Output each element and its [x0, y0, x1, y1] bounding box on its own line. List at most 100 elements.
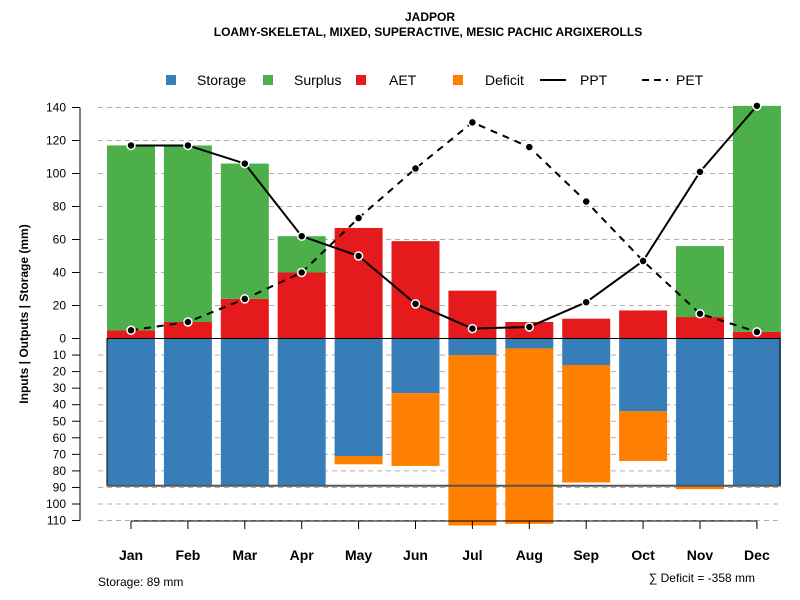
bar-storage	[732, 338, 781, 486]
ppt-point	[524, 322, 535, 332]
bar-storage	[619, 338, 668, 412]
x-tick-label: Feb	[175, 547, 200, 563]
bar-deficit	[448, 355, 497, 526]
y-tick-label: 20	[53, 365, 67, 379]
x-tick-label: Jan	[119, 547, 143, 563]
y-tick-label: 80	[53, 200, 67, 214]
bar-surplus	[676, 246, 724, 318]
x-tick-label: Dec	[744, 547, 770, 563]
pet-point	[296, 267, 307, 278]
bar-surplus	[732, 105, 781, 332]
legend-swatch-surplus	[263, 75, 273, 85]
pet-point	[183, 317, 193, 327]
chart-title: JADPOR	[405, 10, 455, 24]
bar-deficit	[391, 393, 440, 466]
bar-storage	[448, 338, 497, 356]
chart-subtitle: LOAMY-SKELETAL, MIXED, SUPERACTIVE, MESI…	[214, 25, 642, 39]
x-tick-label: Apr	[290, 547, 315, 563]
ppt-point	[353, 251, 364, 261]
legend-label-storage: Storage	[197, 72, 246, 88]
legend-label-aet: AET	[389, 72, 417, 88]
x-tick-label: May	[345, 547, 372, 563]
ppt-point	[695, 167, 705, 177]
bar-surplus	[220, 163, 269, 299]
bar-storage	[277, 338, 326, 486]
pet-line	[130, 121, 758, 333]
y-tick-label: 60	[53, 233, 67, 247]
bar-deficit	[619, 411, 668, 461]
x-tick-label: Sep	[573, 547, 599, 563]
y-tick-label: 30	[53, 381, 67, 395]
bar-aet	[163, 322, 212, 339]
legend-label-surplus: Surplus	[294, 72, 341, 88]
bar-surplus	[107, 145, 155, 331]
bar-storage	[391, 338, 440, 394]
ppt-point	[410, 299, 421, 309]
ppt-point	[240, 158, 250, 169]
y-tick-label: 20	[53, 299, 67, 313]
ppt-point	[296, 231, 307, 241]
y-tick-label: 50	[53, 414, 67, 428]
bar-aet	[277, 272, 326, 339]
bars	[107, 105, 781, 526]
y-tick-label: 140	[46, 101, 66, 115]
bar-aet	[220, 298, 269, 339]
ppt-point	[581, 297, 591, 307]
x-tick-label: Oct	[631, 547, 655, 563]
ppt-point	[126, 140, 136, 151]
y-tick-label: 100	[46, 497, 66, 511]
bar-deficit	[505, 348, 554, 524]
pet-point	[126, 325, 136, 335]
bar-storage	[676, 338, 724, 486]
bar-deficit	[334, 456, 383, 465]
ppt-point	[752, 101, 762, 111]
y-tick-label: 100	[46, 167, 66, 181]
y-tick-label: 90	[53, 480, 67, 494]
y-tick-label: 110	[47, 514, 66, 528]
x-tick-label: Jul	[462, 547, 482, 563]
pet-point	[240, 294, 250, 304]
y-tick-label: 40	[53, 398, 67, 412]
legend-swatch-aet	[356, 75, 366, 85]
y-tick-label: 80	[53, 464, 67, 478]
bar-storage	[220, 338, 269, 486]
bar-aet	[334, 227, 383, 339]
y-tick-label: 60	[53, 431, 67, 445]
legend-label-deficit: Deficit	[485, 72, 524, 88]
series-lines	[126, 101, 762, 337]
pet-point	[695, 309, 705, 319]
bar-aet	[676, 317, 724, 339]
bar-storage	[562, 338, 611, 365]
pet-point	[353, 213, 364, 223]
ppt-point	[467, 323, 478, 334]
legend-label-pet: PET	[676, 72, 704, 88]
legend-label-ppt: PPT	[580, 72, 608, 88]
y-tick-label: 120	[46, 134, 66, 148]
legend: Storage Surplus AET Deficit PPT PET	[166, 72, 704, 88]
bar-deficit	[562, 364, 611, 483]
bar-storage	[505, 338, 554, 349]
bar-aet	[562, 318, 611, 339]
axes: 0 20 40 60 80 100 120 140 10 20 30 40 50 60 70 80 90 100 1…	[46, 101, 770, 564]
ppt-line	[131, 105, 758, 330]
bar-deficit	[676, 485, 724, 490]
y-tick-label: 10	[53, 348, 67, 362]
pet-point	[524, 142, 535, 152]
y-axis-label: Inputs | Outputs | Storage (mm)	[17, 224, 31, 403]
x-tick-label: Nov	[687, 547, 714, 563]
ppt-point	[183, 140, 193, 151]
bar-storage	[334, 338, 383, 457]
legend-swatch-deficit	[453, 75, 463, 85]
pet-point	[752, 327, 762, 337]
y-tick-label: 0	[59, 332, 66, 346]
pet-point	[467, 117, 478, 128]
y-tick-label: 70	[53, 447, 67, 461]
footer-deficit: ∑ Deficit = -358 mm	[649, 571, 755, 585]
bar-storage	[163, 338, 212, 486]
pet-point	[410, 163, 421, 174]
x-tick-label: Mar	[232, 547, 257, 563]
legend-swatch-storage	[166, 75, 176, 85]
bar-storage	[107, 338, 155, 486]
bar-surplus	[163, 145, 212, 322]
storage-frame	[106, 338, 781, 487]
